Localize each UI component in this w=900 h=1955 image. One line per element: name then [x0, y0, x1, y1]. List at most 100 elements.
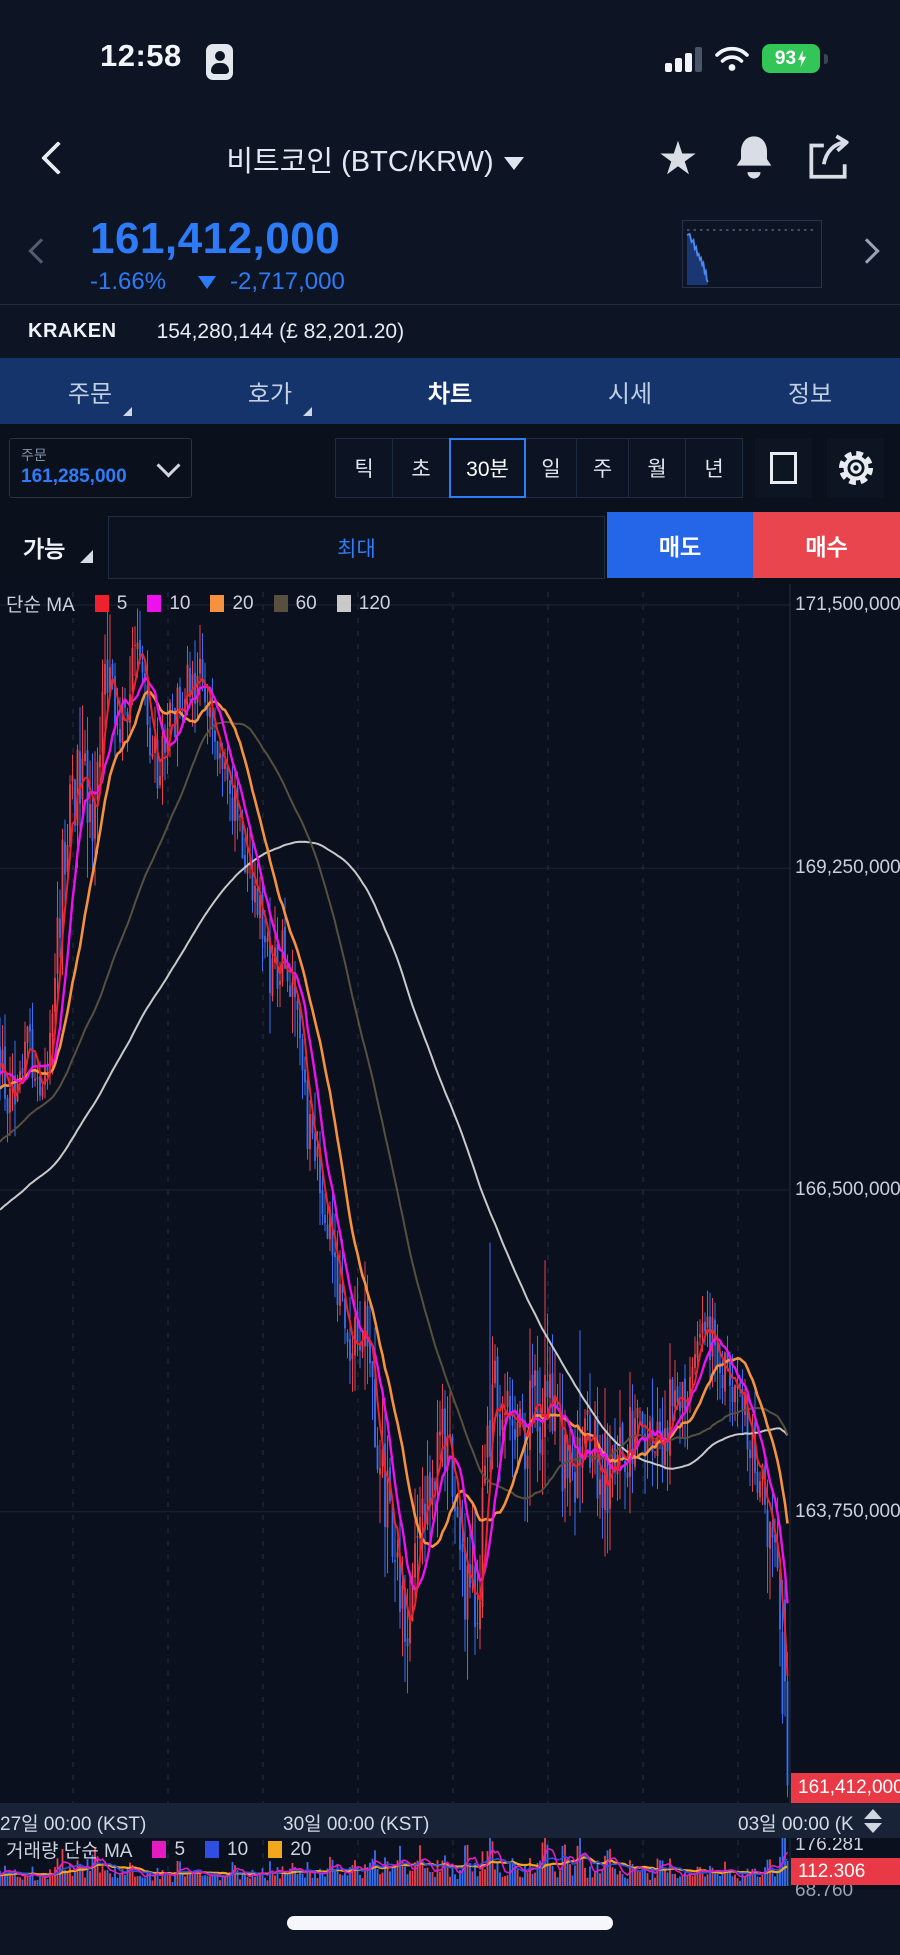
timeframe-button-월[interactable]: 월 [628, 438, 686, 498]
favorite-star-button[interactable]: ★ [657, 132, 699, 184]
tab-label: 시세 [607, 380, 653, 408]
legend-swatch [152, 1841, 167, 1858]
legend-period: 5 [174, 1838, 186, 1860]
next-pair-chevron[interactable] [854, 238, 880, 264]
price-axis-label: 163,750,000 [795, 1500, 900, 1522]
candle-style-icon [770, 452, 797, 484]
legend-swatch [147, 595, 162, 612]
current-price-badge: 161,412,000 [791, 1773, 900, 1803]
timeframe-button-일[interactable]: 일 [525, 438, 577, 498]
ma-legend: 단순 MA 5 10 20 60 120 [6, 590, 390, 617]
chevron-down-icon [156, 453, 181, 478]
price-axis-label: 166,500,000 [795, 1179, 900, 1200]
status-time: 12:58 [100, 38, 182, 73]
price-axis-label: 169,250,000 [795, 857, 900, 879]
legend-period: 10 [227, 1838, 249, 1860]
home-indicator [287, 1916, 613, 1930]
price-header: 161,412,000 -1.66% -2,717,000 [0, 210, 900, 306]
triangle-icon [80, 550, 93, 563]
timeframe-button-주[interactable]: 주 [576, 438, 629, 498]
max-label: 최대 [337, 537, 376, 561]
buy-button[interactable]: 매수 [753, 512, 900, 578]
legend-period: 120 [358, 592, 391, 614]
legend-swatch [268, 1841, 283, 1858]
legend-swatch [273, 595, 288, 612]
sell-button[interactable]: 매도 [607, 512, 753, 578]
alert-bell-button[interactable] [726, 130, 782, 186]
legend-swatch [94, 595, 109, 612]
exchange-reference-row: KRAKEN 154,280,144 (£ 82,201.20) [0, 304, 900, 358]
exchange-price: 154,280,144 (£ 82,201.20) [156, 319, 405, 343]
down-arrow-icon [198, 275, 217, 289]
current-price: 161,412,000 [90, 214, 341, 263]
wifi-icon [715, 46, 749, 71]
legend-period: 60 [295, 592, 317, 614]
legend-period: 5 [116, 592, 128, 614]
status-indicators: 93 [665, 44, 820, 73]
legend-swatch [210, 595, 225, 612]
prev-pair-chevron[interactable] [28, 238, 54, 264]
tab-label: 호가 [247, 380, 293, 408]
legend-title: 거래량 단순 MA [6, 1841, 133, 1862]
chart-controls-row: 주문 161,285,000 틱 초 30분 일 주 월 년 [0, 424, 900, 512]
mini-sparkline [682, 220, 822, 288]
tab-호가[interactable]: 호가 [180, 358, 360, 424]
tab-dropdown-triangle [122, 407, 132, 416]
battery-icon: 93 [762, 44, 820, 73]
timeframe-button-30분[interactable]: 30분 [449, 438, 526, 498]
current-volume-badge: 112.306 [791, 1858, 900, 1885]
tab-차트[interactable]: 차트 [360, 358, 540, 424]
tab-시세[interactable]: 시세 [540, 358, 720, 424]
change-amount: -2,717,000 [230, 268, 345, 295]
timeframe-button-년[interactable]: 년 [685, 438, 743, 498]
change-percent: -1.66% [90, 268, 167, 295]
max-amount-field[interactable]: 최대 [108, 516, 605, 579]
axis-scale-toggle[interactable] [862, 1809, 884, 1833]
chart-settings-button[interactable] [827, 438, 884, 498]
share-icon [809, 134, 849, 179]
exchange-name: KRAKEN [28, 320, 117, 342]
time-axis-label: 27일 00:00 (KST) [0, 1814, 147, 1835]
page-title: 비트코인 (BTC/KRW) [226, 146, 494, 178]
navigation-bar: 비트코인 (BTC/KRW) ★ [0, 110, 900, 210]
back-button[interactable] [30, 132, 82, 188]
time-axis-strip: 27일 00:00 (KST) 30일 00:00 (KST) 03일 00:0… [0, 1803, 900, 1838]
volume-scale-bottom: 68.760 [795, 1880, 854, 1901]
legend-period: 10 [169, 592, 191, 614]
volume-ma-legend: 거래량 단순 MA 5 10 20 [6, 1836, 311, 1863]
bell-icon [736, 136, 772, 179]
time-axis-label: 03일 00:00 (KST) [738, 1814, 854, 1835]
available-dropdown[interactable]: 가능 [23, 536, 66, 562]
price-axis-label: 171,500,000 [795, 594, 900, 615]
battery-nub [824, 54, 828, 64]
candlestick-chart-canvas[interactable] [0, 584, 900, 1890]
tab-dropdown-triangle [302, 407, 312, 416]
focus-mode-icon [206, 44, 233, 80]
cellular-signal-icon [665, 46, 702, 72]
legend-period: 20 [232, 592, 254, 614]
charging-bolt-icon [798, 50, 807, 67]
tab-주문[interactable]: 주문 [0, 358, 180, 424]
timeframe-button-초[interactable]: 초 [392, 438, 450, 498]
timeframe-button-틱[interactable]: 틱 [335, 438, 393, 498]
order-price-value: 161,285,000 [21, 466, 127, 487]
chart-style-button[interactable] [755, 438, 812, 498]
legend-swatch [336, 595, 351, 612]
trade-action-row: 가능 최대 매도 매수 [0, 512, 900, 584]
chevron-down-icon [503, 156, 524, 170]
tab-정보[interactable]: 정보 [720, 358, 900, 424]
order-price-dropdown[interactable]: 주문 161,285,000 [9, 438, 192, 498]
tab-label: 주문 [67, 380, 113, 408]
status-bar: 12:58 93 [0, 0, 900, 88]
price-change-row: -1.66% -2,717,000 [90, 268, 345, 296]
section-tab-bar: 주문 호가 차트 시세 정보 [0, 358, 900, 424]
pair-title-dropdown[interactable]: 비트코인 (BTC/KRW) [160, 138, 590, 180]
gear-icon [838, 451, 873, 485]
tab-label: 정보 [787, 380, 833, 408]
legend-swatch [205, 1841, 220, 1858]
tab-label: 차트 [427, 380, 473, 408]
chart-section: 단순 MA 5 10 20 60 120 171,500,000 169,250,000 16… [0, 584, 900, 1901]
share-button[interactable] [800, 130, 856, 186]
time-axis-label: 30일 00:00 (KST) [283, 1814, 430, 1835]
